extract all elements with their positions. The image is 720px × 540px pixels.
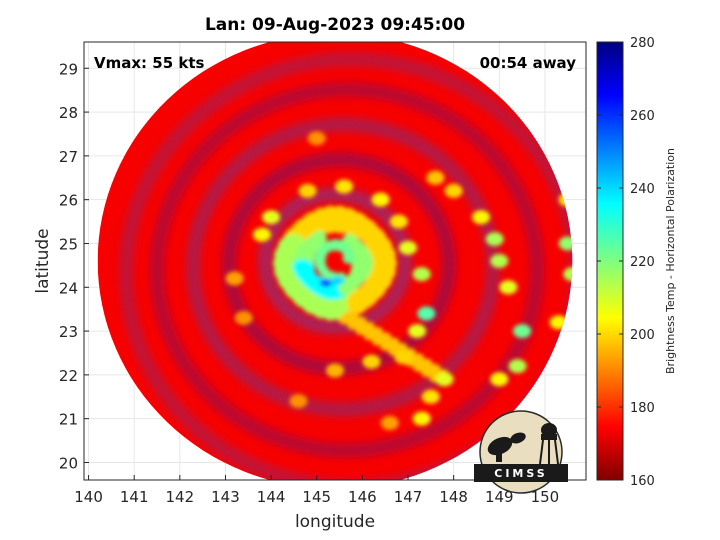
- colorbar-tick-label: 260: [630, 109, 655, 124]
- band-cell: [499, 280, 518, 295]
- band-cell: [234, 310, 253, 325]
- rain-bands: [225, 131, 573, 431]
- cimss-logo-banner: [474, 464, 568, 482]
- x-tick-label: 147: [394, 488, 423, 506]
- x-tick-label: 146: [348, 488, 377, 506]
- y-tick-label: 20: [59, 454, 78, 472]
- band-cell: [417, 306, 436, 321]
- time-away-annotation: 00:54 away: [480, 54, 577, 72]
- band-cell: [298, 183, 317, 198]
- plot-frame: [83, 41, 587, 481]
- x-tick-label: 142: [166, 488, 195, 506]
- y-axis-label: latitude: [33, 228, 53, 293]
- colorbar-tick-label: 180: [630, 401, 655, 416]
- band-cell: [330, 276, 345, 285]
- texture-ring: [258, 187, 412, 335]
- colorbar-tick-label: 280: [630, 36, 655, 51]
- band-cell: [262, 210, 281, 225]
- band-cell: [485, 232, 504, 247]
- x-axis-label: longitude: [295, 512, 375, 532]
- plot-area: 140 141 142 143 144 145 146 147 148 149 150 20 21 22…: [59, 41, 587, 506]
- x-tick-label: 143: [211, 488, 240, 506]
- y-tick-label: 27: [59, 148, 78, 166]
- band-cell: [362, 354, 381, 369]
- band-cell: [380, 416, 399, 431]
- vmax-annotation: Vmax: 55 kts: [94, 54, 204, 72]
- band-cell: [435, 372, 454, 387]
- band-cell: [563, 267, 573, 282]
- band-cell: [513, 324, 532, 339]
- water-tower-icon: [539, 423, 559, 465]
- band-cell: [408, 324, 427, 339]
- y-axis-ticks: 20 21 22 23 24 25 26 27 28 29: [59, 60, 89, 472]
- y-tick-label: 29: [59, 60, 78, 78]
- swath-background: [97, 42, 573, 480]
- band-cell: [444, 183, 463, 198]
- band-cell: [490, 254, 509, 268]
- band-cell: [399, 240, 418, 255]
- band-cell: [394, 350, 413, 365]
- band-cell: [307, 131, 326, 146]
- band-cell: [412, 411, 431, 426]
- colorbar-tick-label: 220: [630, 255, 655, 270]
- y-tick-label: 23: [59, 323, 78, 341]
- x-tick-label: 141: [120, 488, 149, 506]
- y-tick-label: 24: [59, 279, 78, 297]
- cimss-logo: CIMSS: [474, 410, 568, 494]
- cimss-logo-text: CIMSS: [494, 467, 547, 480]
- texture-ring: [119, 52, 573, 480]
- band-cell: [319, 278, 332, 287]
- band-cell: [252, 227, 271, 242]
- band-cell: [490, 372, 509, 387]
- y-tick-label: 22: [59, 367, 78, 385]
- band-cell: [371, 192, 390, 207]
- texture-ring: [150, 82, 544, 458]
- band-cell: [421, 389, 440, 404]
- band-cell: [426, 170, 445, 185]
- x-tick-label: 150: [531, 488, 560, 506]
- band-cell: [367, 261, 396, 284]
- colorbar-tick-label: 240: [630, 182, 655, 197]
- x-tick-label: 148: [439, 488, 468, 506]
- chart-title: Lan: 09-Aug-2023 09:45:00: [205, 15, 465, 35]
- colorbar-tick-label: 200: [630, 328, 655, 343]
- x-axis-ticks: 140 141 142 143 144 145 146 147 148 149 150: [74, 475, 559, 506]
- swath-texture: [119, 52, 573, 480]
- y-tick-label: 25: [59, 235, 78, 253]
- x-tick-label: 145: [302, 488, 331, 506]
- y-tick-label: 21: [59, 411, 78, 429]
- x-tick-label: 149: [485, 488, 514, 506]
- band-cell: [472, 210, 491, 225]
- band-cell: [412, 267, 431, 282]
- band-cell: [289, 394, 308, 409]
- band-cell: [389, 214, 408, 229]
- colorbar: 280 260 240 220 200 180 160 Brightness Temp - …: [596, 36, 677, 489]
- band-cell: [335, 179, 354, 194]
- band-cell: [326, 363, 344, 378]
- texture-ring: [186, 117, 500, 417]
- x-tick-label: 144: [257, 488, 286, 506]
- y-tick-label: 28: [59, 104, 78, 122]
- band-cell: [225, 271, 244, 286]
- x-tick-label: 140: [74, 488, 103, 506]
- y-tick-label: 26: [59, 192, 78, 210]
- colorbar-tick-label: 160: [630, 474, 655, 489]
- satellite-dish-icon: [487, 432, 526, 462]
- colorbar-ticks: 280 260 240 220 200 180 160: [597, 36, 655, 489]
- band-cell: [508, 359, 527, 374]
- colorbar-label: Brightness Temp - Horizontal Polarizatio…: [664, 148, 677, 374]
